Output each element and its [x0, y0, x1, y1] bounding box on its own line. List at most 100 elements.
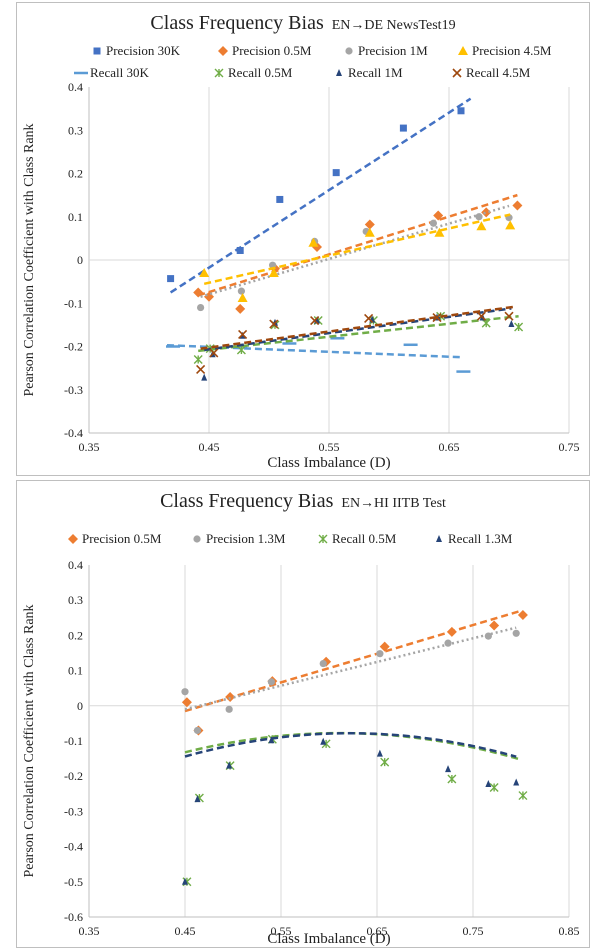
trendline-precision-1m [200, 204, 510, 298]
data-point [484, 632, 492, 640]
legend-marker [193, 535, 201, 543]
data-point [434, 227, 445, 237]
data-point [319, 659, 327, 668]
chart-title-main: Class Frequency Bias [150, 12, 324, 34]
y-tick-label: 0.1 [68, 664, 83, 678]
data-point [445, 765, 452, 773]
x-tick-label: 0.55 [319, 440, 340, 454]
data-point [475, 213, 483, 221]
data-point [447, 774, 457, 784]
trendline-recall-0-5m [198, 314, 519, 353]
legend-item-recall-0-5m: Recall 0.5M [318, 531, 397, 546]
y-tick-label: -0.5 [64, 875, 83, 889]
data-point [181, 688, 189, 696]
trendline-precision-4-5m [203, 213, 511, 286]
x-tick-label: 0.35 [79, 924, 100, 938]
data-point [237, 293, 248, 303]
legend-item-recall-0-5m: Recall 0.5M [214, 65, 293, 80]
data-point [320, 737, 327, 745]
trendline-precision-0-5m [197, 193, 518, 297]
trendline-precision-0-5m [184, 609, 522, 713]
legend-item-recall-1m: Recall 1M [336, 65, 403, 80]
legend-marker [436, 535, 442, 542]
data-point [512, 629, 520, 637]
series-precision-4-5m [199, 213, 516, 303]
y-tick-label: 0.3 [68, 593, 83, 607]
legend-marker [345, 47, 353, 55]
data-point [489, 620, 500, 631]
data-point [193, 287, 204, 298]
data-point [204, 291, 214, 302]
series-recall-1-3m [182, 731, 520, 885]
trendline-precision-30k [169, 97, 472, 294]
data-point [238, 329, 248, 339]
chart-panel-en-de: Class Frequency Bias EN→DE NewsTest19 0.35… [16, 2, 590, 476]
data-point [364, 219, 375, 230]
data-point [310, 315, 320, 326]
legend-marker [218, 46, 228, 56]
data-point [446, 626, 457, 637]
x-tick-label: 0.85 [559, 924, 580, 938]
legend-label: Recall 1M [348, 65, 403, 80]
data-point [457, 107, 465, 115]
x-tick-label: 0.45 [175, 924, 196, 938]
series-recall-0-5m [182, 731, 528, 887]
legend-label: Precision 4.5M [472, 43, 552, 58]
chart-en-de: Class Frequency Bias EN→DE NewsTest19 0.35… [22, 12, 580, 471]
data-point [433, 210, 444, 221]
data-point [332, 169, 340, 177]
legend-marker [318, 534, 328, 544]
data-point [518, 791, 528, 801]
y-tick-label: -0.1 [64, 734, 83, 748]
data-point [476, 311, 486, 321]
y-tick-label: 0 [77, 699, 83, 713]
data-point [236, 345, 246, 355]
data-point [376, 650, 384, 658]
legend-item-recall-1-3m: Recall 1.3M [436, 531, 513, 546]
y-tick-label: 0.2 [68, 628, 83, 642]
data-point [432, 312, 442, 323]
data-point [481, 207, 492, 218]
legend-marker [93, 47, 101, 55]
x-tick-label: 0.65 [367, 924, 388, 938]
y-tick-label: -0.3 [64, 383, 83, 397]
series-recall-1m [201, 307, 515, 381]
data-point [201, 373, 208, 381]
legend-item-precision-0-5m: Precision 0.5M [68, 531, 162, 546]
data-point [308, 237, 319, 247]
y-tick-label: 0.4 [68, 80, 83, 94]
data-point [276, 195, 284, 203]
data-point [380, 757, 390, 767]
legend-item-recall-4-5m: Recall 4.5M [452, 65, 531, 80]
data-point [235, 303, 246, 314]
x-tick-label: 0.35 [79, 440, 100, 454]
data-point [237, 287, 245, 295]
y-tick-label: -0.6 [64, 910, 83, 924]
data-point [226, 761, 233, 769]
data-point [429, 219, 437, 227]
data-point [193, 354, 203, 364]
legend-label: Recall 1.3M [448, 531, 513, 546]
data-point [197, 303, 205, 312]
data-point [268, 267, 279, 277]
trendline-recall-4-5m [200, 305, 516, 350]
data-point [167, 275, 175, 283]
legend-label: Recall 4.5M [466, 65, 531, 80]
chart-en-hi: Class Frequency Bias EN→HI IITB Test 0.35 0… [22, 490, 580, 947]
data-point [489, 782, 499, 792]
data-point [485, 779, 492, 787]
x-tick-label: 0.65 [439, 440, 460, 454]
series-precision-1m [197, 204, 513, 312]
data-point [236, 246, 244, 254]
data-point [269, 319, 279, 329]
trendline-recall-1m [204, 307, 512, 352]
data-point [268, 736, 275, 744]
y-tick-label: -0.3 [64, 804, 83, 818]
data-point [181, 697, 192, 708]
data-point [517, 609, 528, 620]
legend-marker [458, 46, 468, 55]
trendline-recall-1-3m [184, 731, 517, 758]
data-point [514, 322, 524, 332]
series-precision-0-5m [181, 609, 528, 736]
x-tick-label: 0.45 [199, 440, 220, 454]
